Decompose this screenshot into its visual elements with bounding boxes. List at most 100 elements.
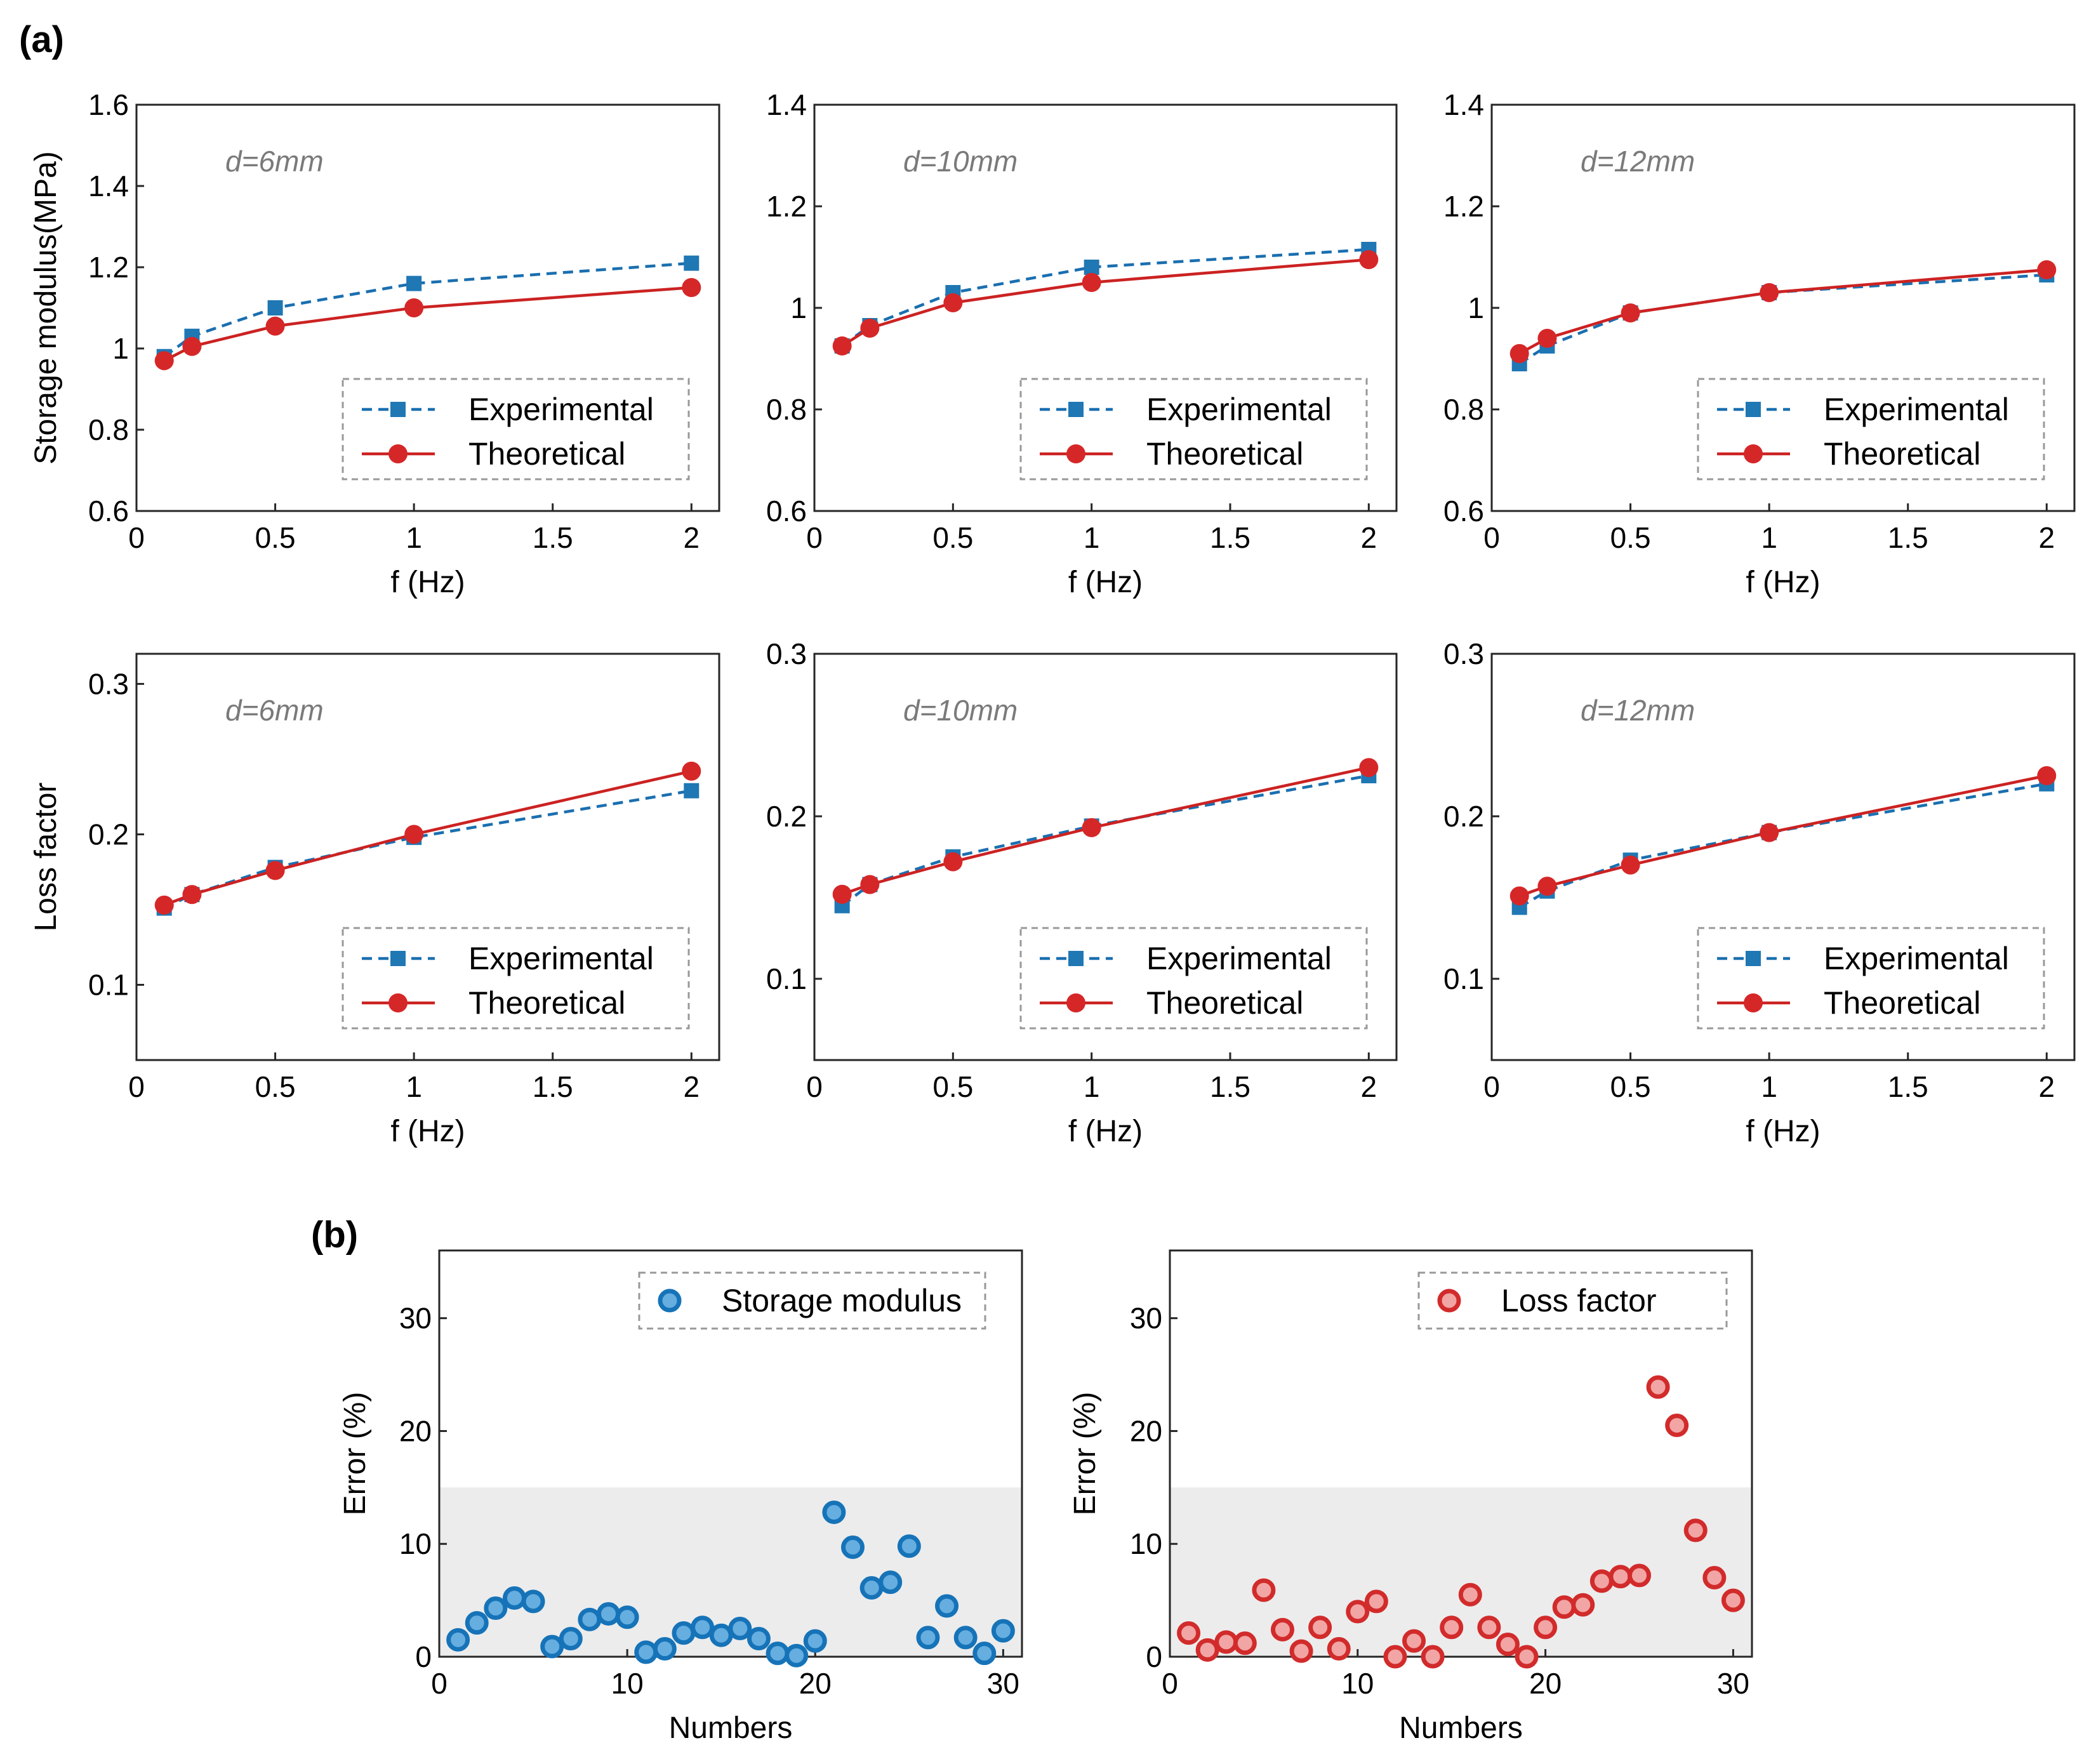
scatter-point bbox=[840, 1535, 865, 1560]
scatter-point bbox=[1458, 1582, 1482, 1607]
scatter-point bbox=[446, 1628, 470, 1652]
x-axis-label: Numbers bbox=[1399, 1711, 1523, 1745]
legend-marker-experimental bbox=[390, 951, 406, 966]
scatter-point bbox=[991, 1619, 1015, 1643]
x-tick-label: 1 bbox=[406, 1070, 422, 1103]
y-tick-label: 0.2 bbox=[88, 818, 129, 851]
x-tick-label: 1.5 bbox=[533, 521, 573, 554]
x-tick-label: 0.5 bbox=[255, 1070, 296, 1103]
data-point-theoretical bbox=[832, 336, 852, 355]
scatter-point bbox=[1252, 1578, 1276, 1602]
scatter-point bbox=[1270, 1617, 1294, 1641]
plot-frame bbox=[135, 103, 720, 512]
scatter-point bbox=[1440, 1615, 1464, 1640]
y-tick-label: 0.8 bbox=[1443, 393, 1484, 426]
legend-label: Experimental bbox=[1824, 941, 2009, 976]
x-tick-label: 2 bbox=[2038, 1070, 2055, 1103]
legend-label: Theoretical bbox=[1824, 985, 1980, 1021]
annotation: d=12mm bbox=[1581, 145, 1695, 178]
chart-lf_d12: 0 0.5 1 1.5 2 0.1 0.2 0.3 f (Hz) d=12mm Experiment… bbox=[1443, 637, 2076, 1148]
scatter-point bbox=[578, 1607, 602, 1631]
panel-b-label: (b) bbox=[311, 1214, 358, 1256]
scatter-point bbox=[879, 1570, 903, 1595]
x-tick-label: 1.5 bbox=[533, 1070, 573, 1103]
scatter-point bbox=[859, 1576, 884, 1600]
y-axis-label: Storage modulus(MPa) bbox=[29, 151, 63, 465]
data-point-theoretical bbox=[832, 884, 852, 904]
scatter-point bbox=[728, 1617, 752, 1641]
plot-frame bbox=[1169, 1249, 1753, 1658]
y-tick-label: 0.6 bbox=[1443, 494, 1484, 527]
legend-box bbox=[638, 1271, 986, 1330]
legend-marker-theoretical bbox=[1744, 993, 1763, 1012]
scatter-point bbox=[1289, 1639, 1313, 1663]
legend-marker-experimental bbox=[1746, 951, 1761, 966]
data-point-theoretical bbox=[1760, 283, 1779, 302]
data-point-theoretical bbox=[404, 298, 424, 317]
legend-label: Experimental bbox=[468, 941, 654, 976]
scatter-point bbox=[803, 1629, 827, 1653]
series-line-experimental bbox=[841, 774, 1369, 907]
annotation: d=10mm bbox=[903, 145, 1018, 178]
scatter-point bbox=[1628, 1563, 1652, 1588]
series-line-theoretical bbox=[163, 769, 692, 906]
x-tick-label: 1.5 bbox=[1888, 1070, 1928, 1103]
x-tick-label: 0.5 bbox=[932, 1070, 973, 1103]
x-tick-label: 0 bbox=[128, 1070, 145, 1103]
data-point-theoretical bbox=[1621, 855, 1640, 875]
legend-label: Storage modulus bbox=[722, 1283, 962, 1318]
x-tick-label: 1.5 bbox=[1888, 521, 1928, 554]
scatter-point bbox=[1402, 1629, 1426, 1653]
scatter-point bbox=[1608, 1565, 1633, 1589]
data-point-experimental bbox=[1084, 260, 1099, 275]
x-axis-label: f (Hz) bbox=[1068, 1115, 1143, 1148]
scatter-point bbox=[1477, 1615, 1501, 1640]
x-tick-label: 30 bbox=[1717, 1667, 1749, 1700]
x-tick-label: 0 bbox=[1162, 1667, 1178, 1700]
x-tick-label: 2 bbox=[683, 521, 700, 554]
annotation: d=6mm bbox=[225, 145, 324, 178]
scatter-point bbox=[465, 1611, 489, 1635]
charts: 0 0.5 1 1.5 2 0.6 0.8 1 1.2 1.4 1.6 f (Hz) Storage m… bbox=[29, 88, 2076, 1745]
y-tick-label: 30 bbox=[399, 1302, 432, 1335]
legend-marker-experimental bbox=[1746, 402, 1761, 417]
chart-sm_d10: 0 0.5 1 1.5 2 0.6 0.8 1 1.2 1.4 f (Hz) d=10mm Experi… bbox=[766, 88, 1398, 599]
legend-marker bbox=[1437, 1289, 1461, 1313]
legend-label: Loss factor bbox=[1501, 1283, 1657, 1318]
data-point-experimental bbox=[684, 255, 700, 271]
data-point-theoretical bbox=[1359, 250, 1379, 269]
legend-marker-theoretical bbox=[388, 444, 408, 463]
x-tick-label: 2 bbox=[2038, 521, 2055, 554]
scatter-point bbox=[766, 1641, 790, 1666]
x-axis-label: Numbers bbox=[669, 1711, 793, 1745]
x-tick-label: 0 bbox=[806, 521, 823, 554]
annotation: d=12mm bbox=[1581, 694, 1695, 727]
data-point-theoretical bbox=[154, 351, 174, 371]
x-tick-label: 0.5 bbox=[1610, 1070, 1651, 1103]
annotation: d=10mm bbox=[903, 694, 1018, 727]
legend-marker-theoretical bbox=[388, 993, 408, 1012]
scatter-point bbox=[1571, 1593, 1595, 1617]
legend-marker-theoretical bbox=[1066, 993, 1085, 1012]
scatter-point bbox=[691, 1615, 715, 1640]
legend-label: Experimental bbox=[1146, 941, 1332, 976]
y-tick-label: 0.1 bbox=[88, 968, 129, 1001]
y-tick-label: 1.2 bbox=[88, 251, 129, 284]
scatter-point bbox=[597, 1602, 621, 1626]
y-tick-label: 0.2 bbox=[766, 800, 807, 833]
scatter-point bbox=[1195, 1638, 1219, 1662]
scatter-point bbox=[615, 1605, 639, 1629]
data-point-theoretical bbox=[1621, 303, 1640, 322]
data-point-theoretical bbox=[1509, 886, 1529, 906]
y-tick-label: 0.8 bbox=[766, 393, 807, 426]
scatter-point bbox=[559, 1627, 583, 1651]
scatter-point bbox=[746, 1627, 771, 1651]
annotation: d=6mm bbox=[225, 694, 324, 727]
scatter-point bbox=[1346, 1600, 1370, 1624]
y-tick-label: 20 bbox=[1130, 1414, 1162, 1447]
scatter-point bbox=[785, 1643, 809, 1668]
x-tick-label: 0.5 bbox=[932, 521, 973, 554]
y-tick-label: 0.3 bbox=[766, 637, 807, 670]
y-tick-label: 10 bbox=[399, 1527, 432, 1560]
data-point-theoretical bbox=[1537, 329, 1557, 348]
